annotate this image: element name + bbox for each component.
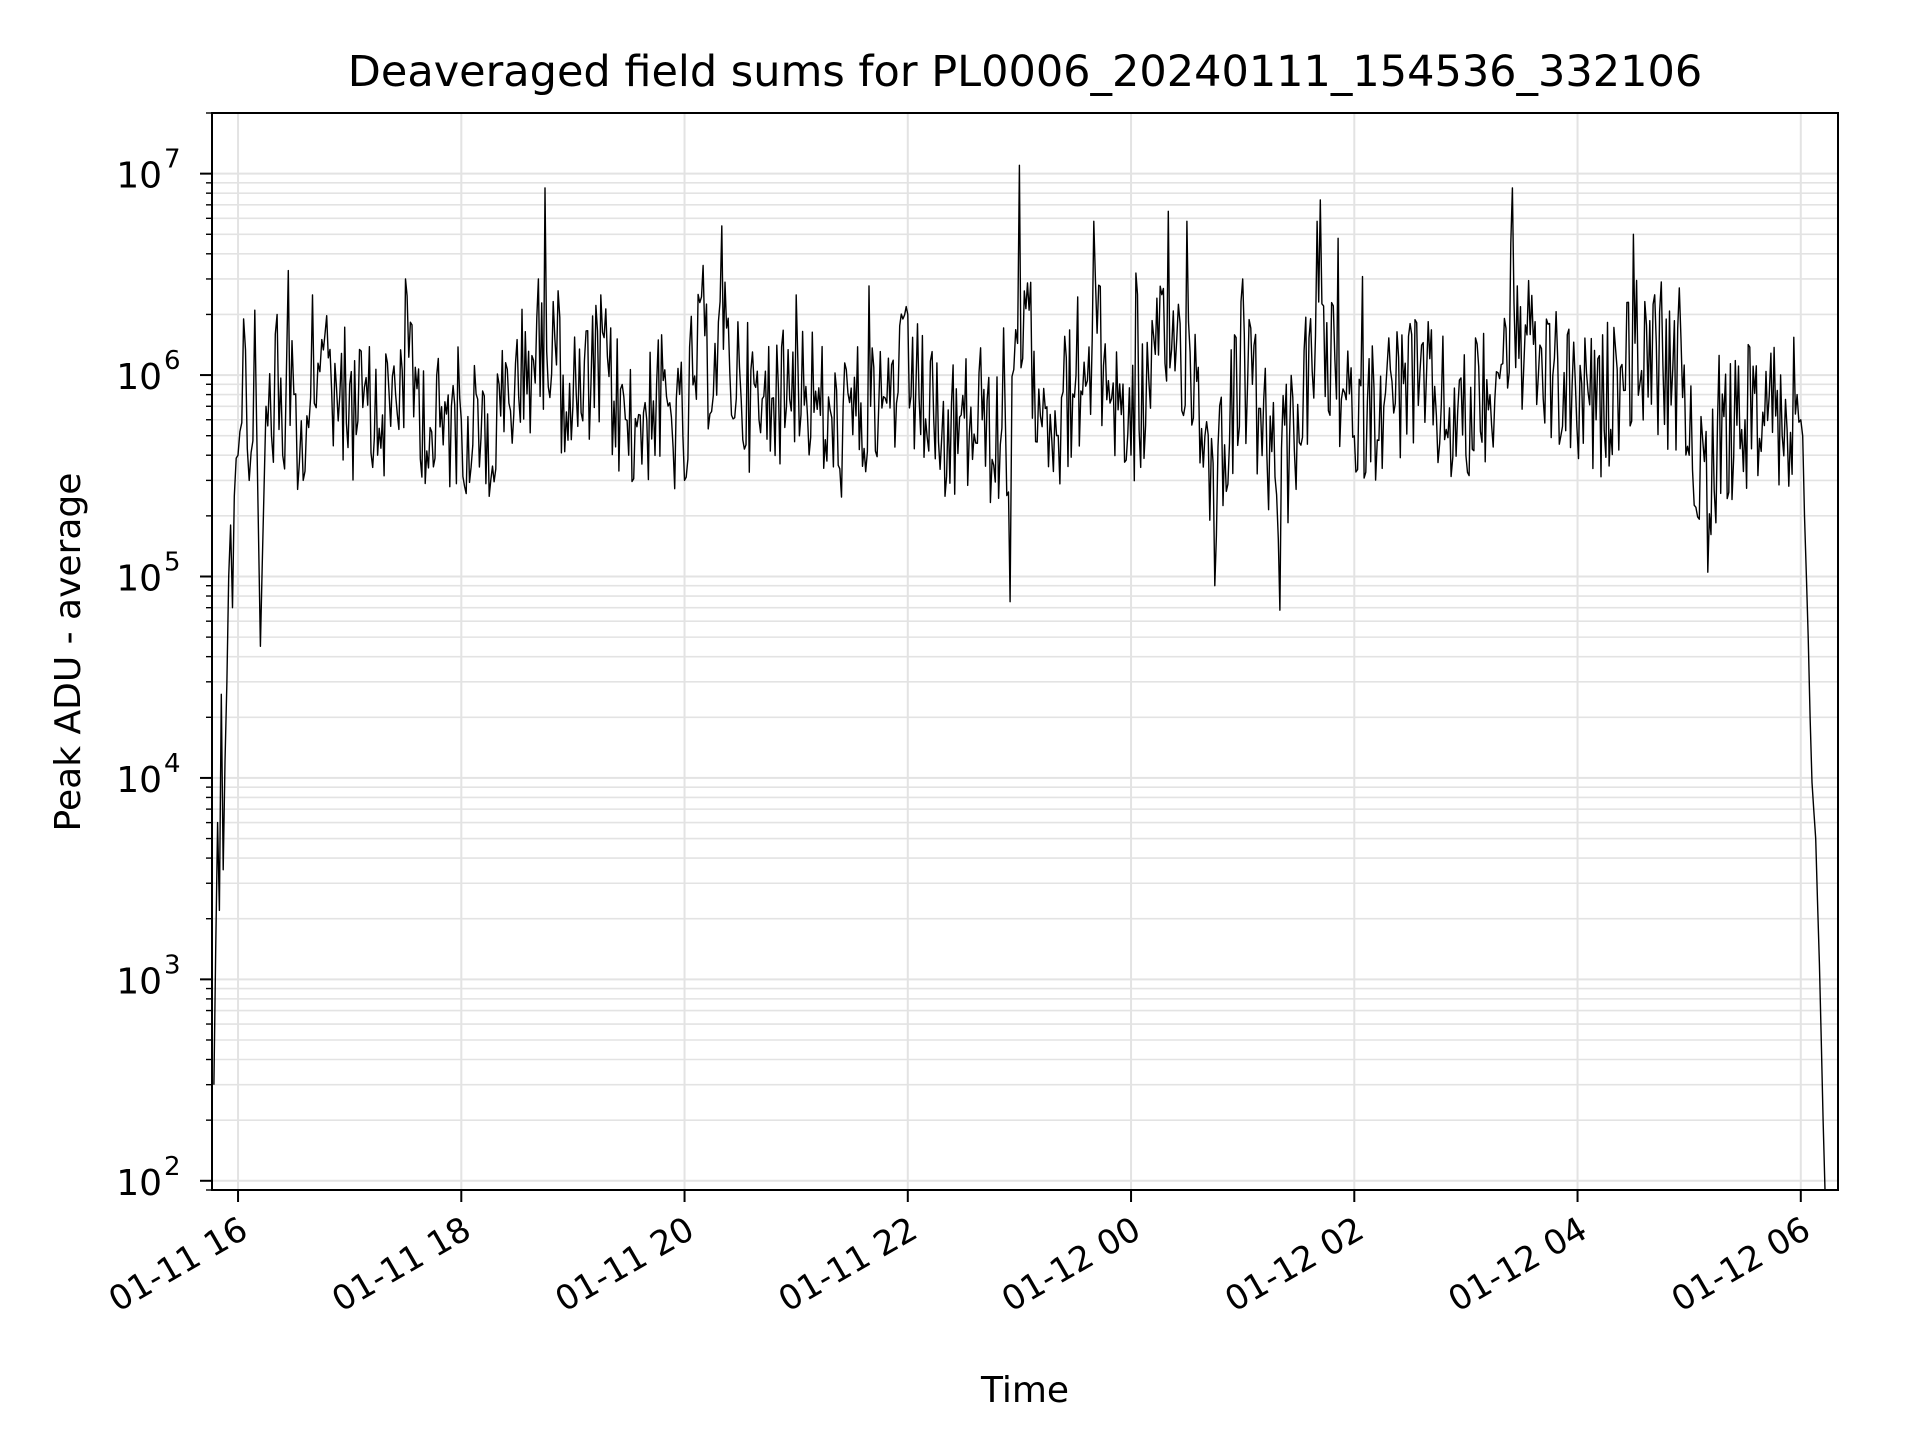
- y-tick-base: 10: [116, 156, 162, 197]
- y-tick-label: 10 2: [116, 1152, 180, 1204]
- grid-layer: [212, 112, 1838, 1191]
- x-axis-label: Time: [980, 1370, 1069, 1411]
- y-tick-exponent: 4: [164, 749, 181, 779]
- series-line: [213, 164, 1826, 1191]
- y-tick-label: 10 6: [116, 346, 180, 398]
- plot-area: [211, 112, 1839, 1191]
- y-axis-label: Peak ADU - average: [48, 473, 89, 832]
- y-tick-exponent: 5: [164, 547, 181, 577]
- y-tick-base: 10: [116, 760, 162, 801]
- y-tick-label: 10 7: [116, 145, 180, 197]
- y-tick-base: 10: [116, 961, 162, 1002]
- y-tick-exponent: 6: [164, 346, 181, 376]
- y-tick-exponent: 3: [164, 950, 181, 980]
- y-tick-base: 10: [116, 558, 162, 599]
- y-tick-base: 10: [116, 1163, 162, 1204]
- y-tick-label: 10 3: [116, 950, 180, 1002]
- series-layer: [213, 164, 1826, 1191]
- y-tick-exponent: 2: [164, 1152, 181, 1182]
- chart-title: Deaveraged field sums for PL0006_2024011…: [348, 47, 1702, 97]
- y-tick-label: 10 5: [116, 547, 180, 599]
- y-tick-base: 10: [116, 357, 162, 398]
- y-tick-label: 10 4: [116, 749, 180, 801]
- y-tick-exponent: 7: [164, 145, 181, 175]
